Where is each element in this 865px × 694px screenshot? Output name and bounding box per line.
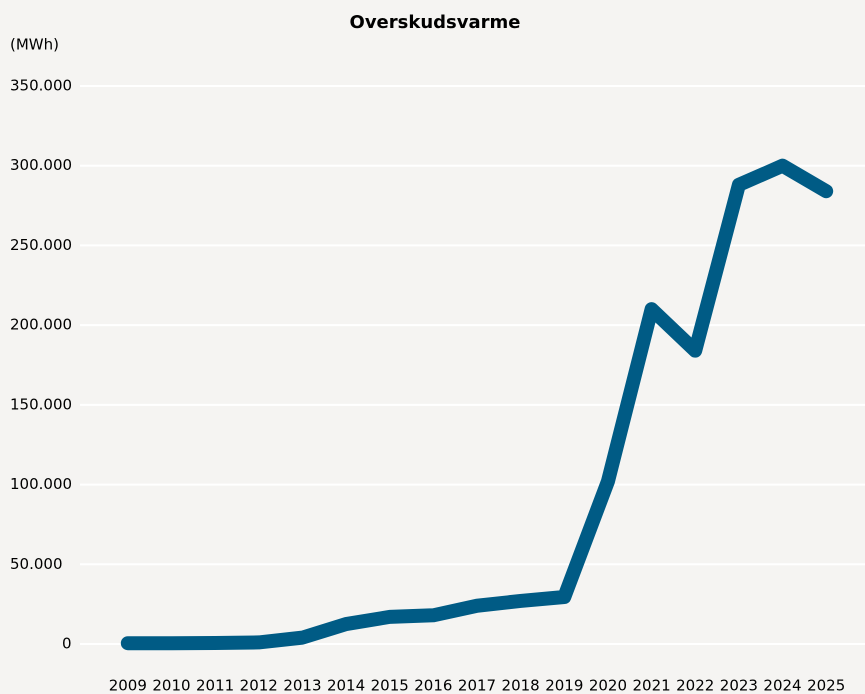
y-tick-label: 0 [62,635,72,653]
y-tick-label: 300.000 [10,156,72,174]
line-series [120,158,834,651]
x-tick-label: 2016 [414,677,452,694]
y-tick-label: 100.000 [10,475,72,493]
x-tick-label: 2024 [763,677,801,694]
y-tick-label: 250.000 [10,236,72,254]
x-tick-label: 2018 [502,677,540,694]
x-tick-label: 2015 [371,677,409,694]
x-tick-label: 2009 [109,677,147,694]
y-tick-label: 350.000 [10,77,72,95]
y-axis-label: (MWh) [10,36,59,54]
x-tick-label: 2023 [720,677,758,694]
x-tick-label: 2021 [632,677,670,694]
y-tick-label: 50.000 [10,555,63,573]
x-tick-label: 2025 [807,677,845,694]
chart-title: Overskudsvarme [350,12,521,33]
x-tick-label: 2020 [589,677,627,694]
y-tick-label: 200.000 [10,316,72,334]
x-tick-label: 2019 [545,677,583,694]
x-tick-label: 2013 [283,677,321,694]
x-tick-label: 2017 [458,677,496,694]
x-tick-label: 2014 [327,677,365,694]
x-tick-label: 2010 [152,677,190,694]
y-tick-label: 150.000 [10,395,72,413]
x-tick-label: 2022 [676,677,714,694]
x-tick-label: 2011 [196,677,234,694]
x-tick-label: 2012 [240,677,278,694]
